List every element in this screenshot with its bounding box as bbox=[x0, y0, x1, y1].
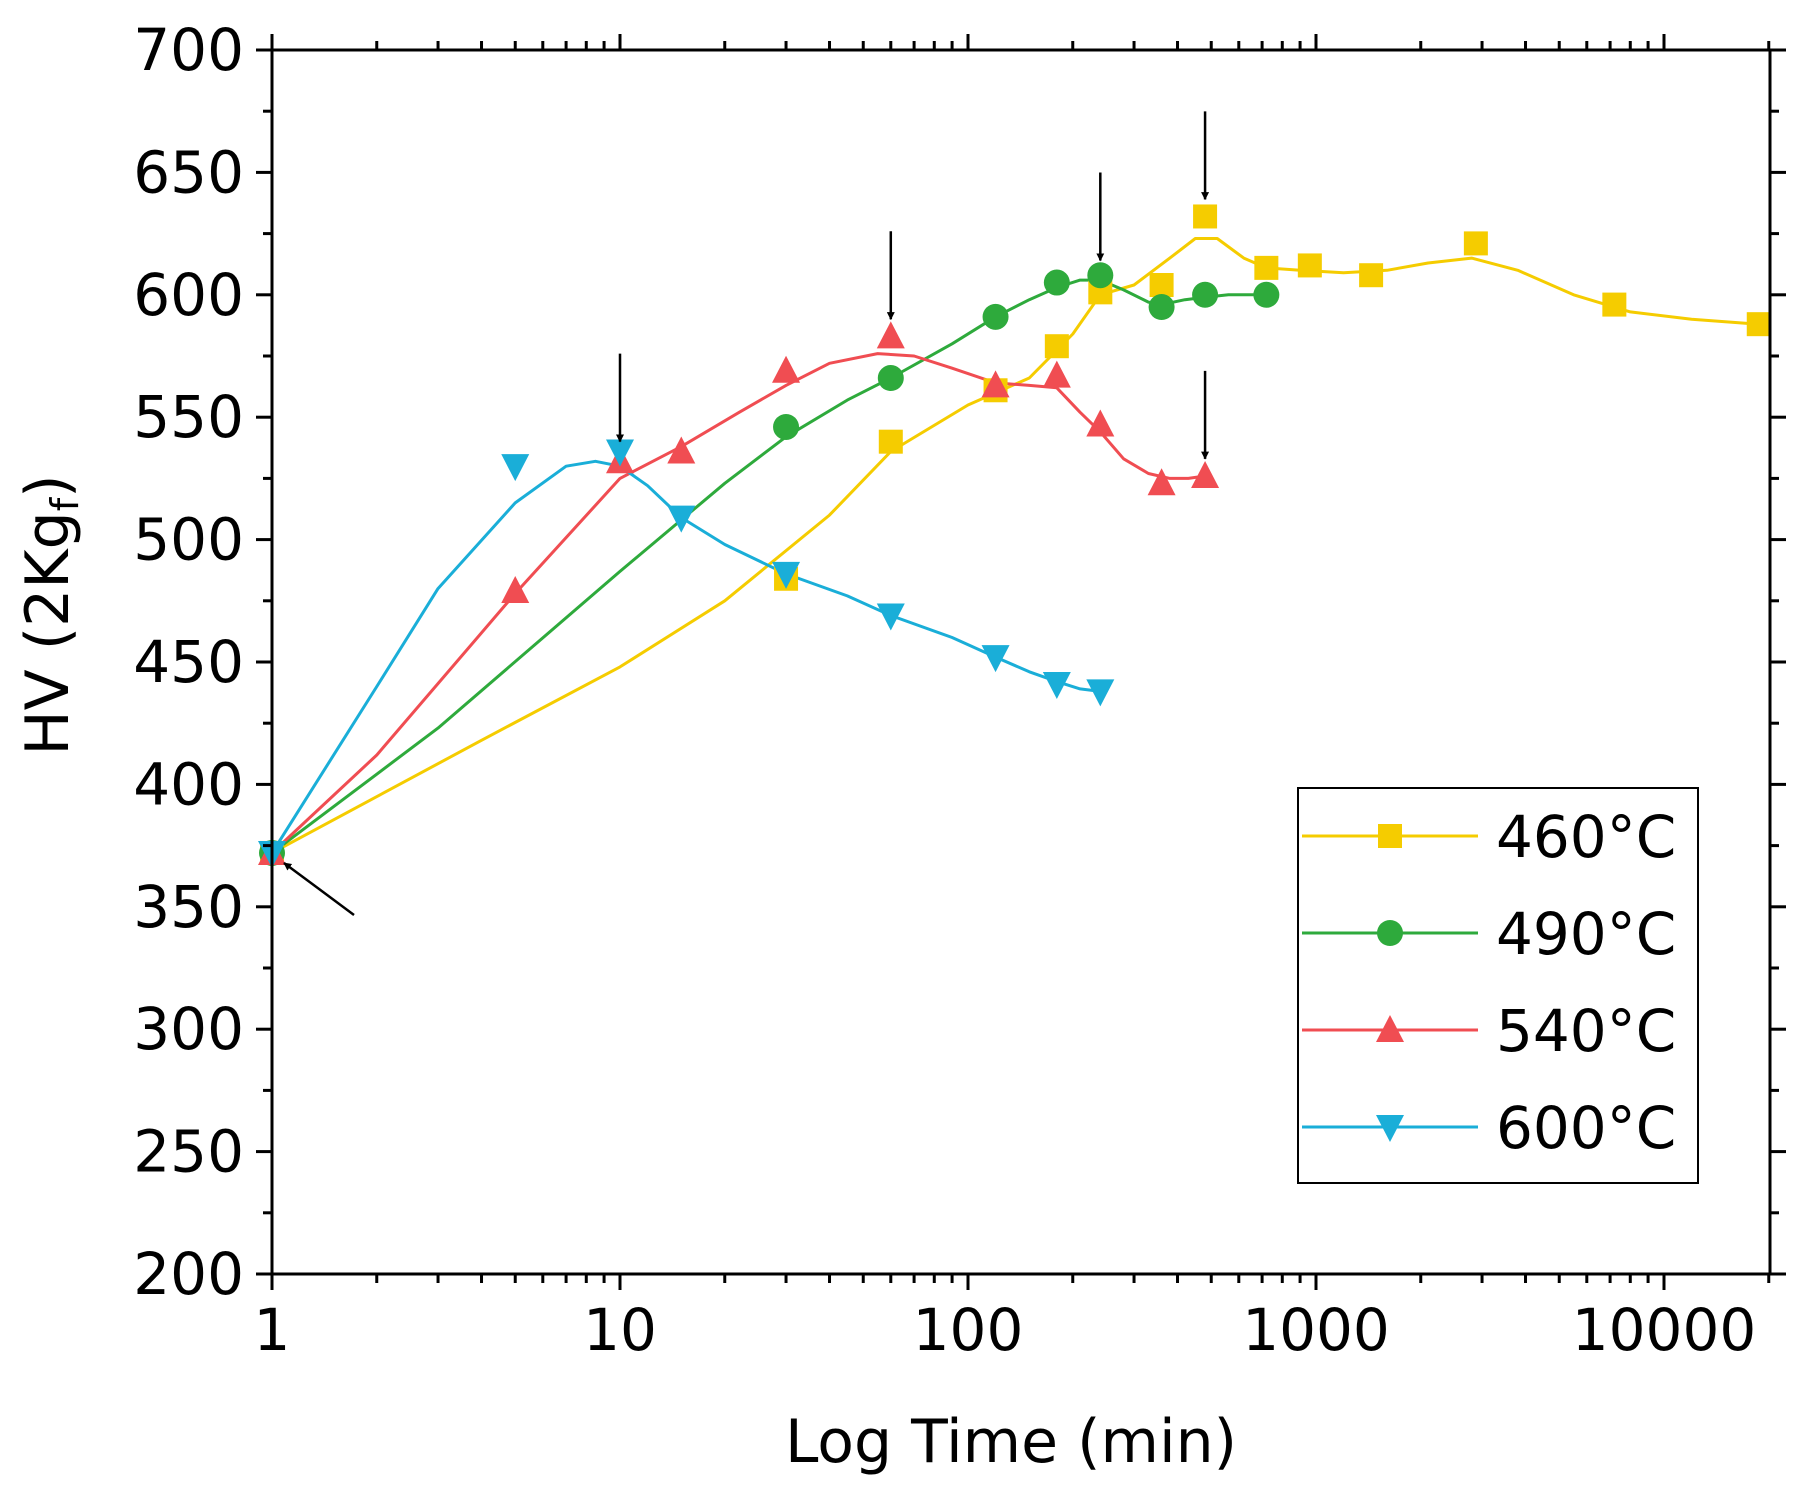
data-point bbox=[1042, 672, 1071, 700]
y-axis-title-close: ) bbox=[13, 474, 83, 497]
peak-annotations bbox=[283, 111, 1210, 916]
data-point bbox=[501, 576, 530, 604]
data-point bbox=[1086, 409, 1115, 437]
start-point-arrow-annotation bbox=[283, 861, 355, 916]
y-tick-label: 600 bbox=[133, 261, 244, 329]
axes: 200 250 300 350 400 450 500 550 600 650 700 1 10 100 1… bbox=[13, 16, 1786, 1477]
data-point bbox=[1253, 281, 1280, 308]
y-tick-label: 300 bbox=[133, 995, 244, 1063]
series-line-0 bbox=[271, 237, 1759, 855]
y-axis-title-main: HV (2Kg bbox=[13, 511, 83, 755]
data-point bbox=[981, 370, 1010, 398]
legend-label-3: 600°C bbox=[1496, 1094, 1676, 1162]
data-point bbox=[1086, 679, 1115, 707]
series-curves bbox=[270, 237, 1759, 855]
series-line-1 bbox=[271, 278, 1267, 855]
legend-marker-2 bbox=[1376, 1015, 1404, 1042]
y-tick-label: 650 bbox=[133, 138, 244, 206]
y-tick-label: 500 bbox=[133, 506, 244, 574]
data-point bbox=[667, 505, 696, 533]
legend-box bbox=[1297, 787, 1699, 1184]
data-point bbox=[1297, 253, 1322, 278]
data-point bbox=[1254, 255, 1279, 280]
data-point bbox=[772, 561, 801, 589]
data-point bbox=[1192, 281, 1219, 308]
data-point bbox=[1147, 468, 1176, 496]
y-tick-label: 450 bbox=[133, 628, 244, 696]
x-axis-title: Log Time (min) bbox=[785, 1407, 1237, 1477]
data-point bbox=[877, 365, 904, 392]
data-point bbox=[1191, 460, 1220, 488]
legend-marker-0 bbox=[1378, 824, 1402, 848]
x-tick-label: 10000 bbox=[1572, 1296, 1757, 1364]
data-point bbox=[1087, 262, 1114, 289]
data-point bbox=[1149, 273, 1174, 298]
data-point bbox=[1043, 269, 1070, 296]
y-tick-label: 700 bbox=[133, 16, 244, 84]
y-tick-label: 350 bbox=[133, 873, 244, 941]
data-point bbox=[606, 439, 634, 467]
series-line-3 bbox=[270, 459, 1101, 854]
y-axis-title: HV (2Kgf) bbox=[13, 474, 87, 755]
legend-label-2: 540°C bbox=[1496, 997, 1676, 1065]
data-point bbox=[876, 603, 905, 631]
y-tick-label: 400 bbox=[133, 750, 244, 818]
data-point bbox=[1602, 292, 1627, 317]
data-point bbox=[772, 355, 801, 383]
x-tick-label: 100 bbox=[913, 1296, 1024, 1364]
data-point bbox=[981, 645, 1010, 673]
data-point bbox=[1044, 334, 1069, 359]
data-point bbox=[667, 436, 696, 464]
legend-marker-3 bbox=[1376, 1115, 1404, 1142]
y-tick-label: 550 bbox=[133, 383, 244, 451]
data-point bbox=[876, 321, 905, 349]
data-point bbox=[1193, 204, 1218, 229]
legend-label-0: 460°C bbox=[1496, 803, 1676, 871]
legend-marker-1 bbox=[1377, 920, 1403, 946]
y-tick-label: 250 bbox=[133, 1118, 244, 1186]
x-tick-label: 1000 bbox=[1242, 1296, 1390, 1364]
x-tick-label: 10 bbox=[583, 1296, 657, 1364]
data-point bbox=[501, 454, 530, 482]
legend-label-1: 490°C bbox=[1496, 900, 1676, 968]
data-point bbox=[982, 303, 1009, 330]
y-axis-title-subscript: f bbox=[43, 496, 87, 511]
data-point bbox=[1148, 294, 1175, 321]
data-point bbox=[1359, 263, 1384, 288]
data-point bbox=[773, 413, 800, 440]
x-tick-label: 1 bbox=[254, 1296, 291, 1364]
y-tick-label: 200 bbox=[133, 1240, 244, 1308]
data-point bbox=[878, 429, 903, 454]
data-point bbox=[1746, 312, 1771, 337]
data-point bbox=[1042, 360, 1071, 388]
series-line-2 bbox=[270, 352, 1206, 854]
data-point bbox=[1463, 231, 1488, 256]
legend: 460°C 490°C 540°C 600°C bbox=[1297, 787, 1699, 1184]
